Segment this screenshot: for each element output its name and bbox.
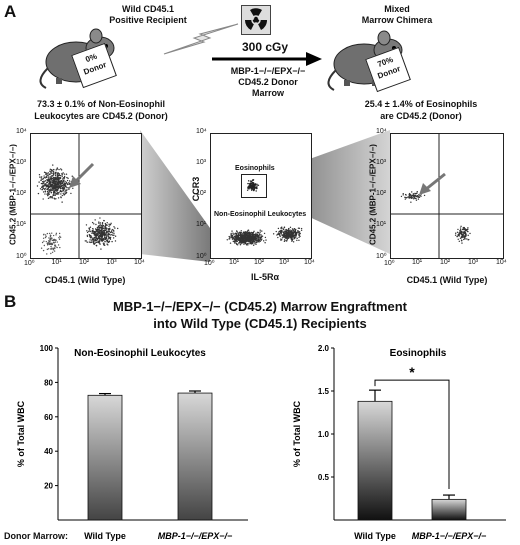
right-plot-xtick: 10⁴ bbox=[496, 259, 507, 266]
chart-0-ytick-label: 60 bbox=[44, 413, 53, 422]
chimera-label: Mixed Marrow Chimera bbox=[342, 4, 452, 26]
recipient-label-line-2: Positive Recipient bbox=[109, 15, 187, 25]
left-plot-ytick: 10² bbox=[16, 190, 27, 197]
panel-b-title: MBP-1−/−/EPX−/− (CD45.2) Marrow Engraftm… bbox=[60, 298, 460, 332]
chart-0-category-label: MBP-1−/−/EPX−/− bbox=[158, 531, 233, 541]
donor-line-1: MBP-1−/−/EPX−/− bbox=[230, 66, 306, 76]
chart-1-ytick-label: 1.0 bbox=[318, 430, 330, 439]
right-stat-line-2: are CD45.2 (Donor) bbox=[380, 111, 462, 121]
chart-1-category-label: Wild Type bbox=[354, 531, 396, 541]
right-plot-ytick: 10¹ bbox=[376, 221, 387, 228]
middle-plot-xtick: 10⁰ bbox=[204, 260, 215, 267]
left-plot-xlabel: CD45.1 (Wild Type) bbox=[44, 275, 126, 285]
significance-star: * bbox=[409, 364, 415, 380]
zoom-connector-right bbox=[268, 130, 390, 254]
transfer-arrow bbox=[212, 52, 322, 66]
right-stat: 25.4 ± 1.4% of Eosinophils are CD45.2 (D… bbox=[326, 98, 516, 122]
chart-1-title: Eosinophils bbox=[390, 348, 447, 359]
left-plot-xtick: 10⁰ bbox=[24, 260, 35, 267]
panel-b-letter: B bbox=[4, 292, 17, 311]
chart-0-bar-1 bbox=[177, 392, 213, 521]
right-plot-xtick: 10⁰ bbox=[384, 260, 395, 267]
right-plot-ytick: 10² bbox=[376, 190, 387, 197]
chart-1-ytick-label: 2.0 bbox=[318, 344, 330, 353]
chart-1-bar-1 bbox=[431, 498, 467, 521]
right-plot-ytick: 10⁴ bbox=[376, 128, 387, 135]
right-plot-xtick: 10¹ bbox=[412, 259, 423, 266]
recipient-label: Wild CD45.1 Positive Recipient bbox=[88, 4, 208, 26]
left-plot-dots bbox=[31, 134, 141, 258]
left-plot-xtick: 10¹ bbox=[51, 259, 62, 266]
panel-a-letter: A bbox=[4, 2, 17, 21]
chart-0-ytick-label: 100 bbox=[40, 344, 54, 353]
chart-1-bar-0 bbox=[357, 400, 393, 521]
right-plot-ytick: 10³ bbox=[376, 159, 387, 166]
chart-1-ytick-label: 0.5 bbox=[318, 473, 330, 482]
chart-0-ytick-label: 20 bbox=[44, 482, 53, 491]
recipient-label-line-1: Wild CD45.1 bbox=[122, 4, 174, 14]
chimera-label-line-2: Marrow Chimera bbox=[361, 15, 433, 25]
left-plot-ytick: 10⁴ bbox=[16, 128, 27, 135]
middle-plot-ytick: 10⁰ bbox=[196, 253, 207, 260]
left-stat: 73.3 ± 0.1% of Non-Eosinophil Leukocytes… bbox=[6, 98, 196, 122]
donor-line-3: Marrow bbox=[251, 88, 284, 98]
panel-b-title-line-2: into Wild Type (CD45.1) Recipients bbox=[153, 316, 367, 331]
middle-plot-ytick: 10³ bbox=[196, 159, 207, 166]
donor-label: MBP-1−/−/EPX−/− CD45.2 Donor Marrow bbox=[208, 66, 328, 99]
middle-plot-xlabel: IL-5Rα bbox=[250, 272, 280, 282]
chart-0-ytick-label: 80 bbox=[44, 378, 53, 387]
middle-plot-ytick: 10¹ bbox=[196, 221, 207, 228]
right-plot-xtick: 10² bbox=[440, 259, 451, 266]
left-stat-line-2: Leukocytes are CD45.2 (Donor) bbox=[34, 111, 168, 121]
chimera-label-line-1: Mixed bbox=[384, 4, 410, 14]
right-plot-ytick: 10⁰ bbox=[376, 253, 387, 260]
chart-0-ylabel: % of Total WBC bbox=[16, 400, 26, 467]
chart-1-ytick-label: 1.5 bbox=[318, 387, 330, 396]
middle-plot-xtick: 10² bbox=[254, 259, 265, 266]
left-stat-line-1: 73.3 ± 0.1% of Non-Eosinophil bbox=[37, 99, 165, 109]
chart-1-ylabel: % of Total WBC bbox=[292, 400, 302, 467]
irradiation-dose: 300 cGy bbox=[241, 40, 289, 54]
middle-plot-ytick: 10² bbox=[196, 190, 207, 197]
donor-marrow-label: Donor Marrow: bbox=[4, 531, 68, 541]
right-plot-xtick: 10³ bbox=[468, 259, 479, 266]
panel-b-title-line-1: MBP-1−/−/EPX−/− (CD45.2) Marrow Engraftm… bbox=[112, 299, 408, 314]
middle-plot-xtick: 10⁴ bbox=[304, 259, 315, 266]
left-plot-ytick: 10⁰ bbox=[16, 253, 27, 260]
right-plot-dots bbox=[391, 134, 503, 258]
eosinophil-gate bbox=[241, 174, 267, 198]
left-plot-xtick: 10² bbox=[79, 259, 90, 266]
chart-0-ytick-label: 40 bbox=[44, 447, 53, 456]
significance-bracket bbox=[374, 379, 450, 490]
left-plot-xtick: 10³ bbox=[106, 259, 117, 266]
right-flow-plot bbox=[390, 133, 504, 259]
middle-flow-plot: Eosinophils Non-Eosinophil Leukocytes bbox=[210, 133, 312, 259]
gate-non-eos-label: Non-Eosinophil Leukocytes bbox=[213, 211, 308, 218]
zoom-connector-left bbox=[140, 130, 210, 262]
chart-1-category-label: MBP-1−/−/EPX−/− bbox=[412, 531, 487, 541]
left-flow-plot bbox=[30, 133, 142, 259]
chart-0-title: Non-Eosinophil Leukocytes bbox=[74, 348, 206, 359]
middle-plot-dots bbox=[226, 179, 303, 246]
gate-eosinophils-label: Eosinophils bbox=[235, 165, 275, 172]
right-stat-line-1: 25.4 ± 1.4% of Eosinophils bbox=[364, 99, 478, 109]
chart-0-bar-0 bbox=[87, 394, 123, 521]
left-plot-xtick: 10⁴ bbox=[134, 259, 145, 266]
middle-plot-xtick: 10¹ bbox=[229, 259, 240, 266]
middle-plot-xtick: 10³ bbox=[279, 259, 290, 266]
right-plot-xlabel: CD45.1 (Wild Type) bbox=[406, 275, 488, 285]
left-plot-ytick: 10¹ bbox=[16, 221, 27, 228]
lightning-bolt-icon bbox=[163, 23, 239, 55]
donor-line-2: CD45.2 Donor bbox=[238, 77, 298, 87]
left-plot-ytick: 10³ bbox=[16, 159, 27, 166]
radiation-icon bbox=[244, 8, 268, 30]
middle-plot-ytick: 10⁴ bbox=[196, 128, 207, 135]
chart-0-category-label: Wild Type bbox=[84, 531, 126, 541]
radiation-sign bbox=[241, 5, 271, 35]
